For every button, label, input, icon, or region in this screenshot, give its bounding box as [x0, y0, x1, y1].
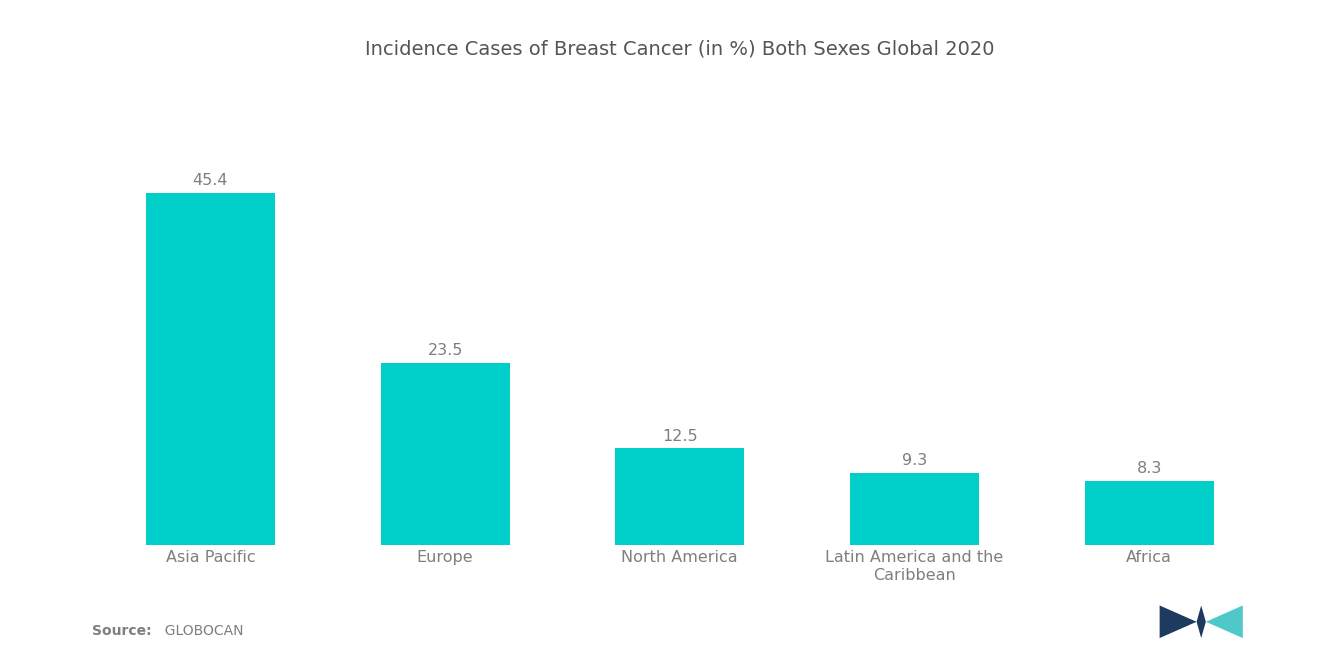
Bar — [615, 448, 744, 545]
Text: GLOBOCAN: GLOBOCAN — [156, 624, 243, 638]
Bar — [380, 363, 510, 545]
Text: Source:: Source: — [92, 624, 152, 638]
Text: 8.3: 8.3 — [1137, 462, 1162, 476]
Polygon shape — [1206, 605, 1243, 638]
Text: 45.4: 45.4 — [193, 174, 228, 188]
Text: 12.5: 12.5 — [663, 429, 697, 444]
Bar — [850, 473, 979, 545]
Text: 9.3: 9.3 — [902, 454, 927, 468]
Polygon shape — [1159, 605, 1196, 638]
Bar — [1085, 481, 1214, 545]
Title: Incidence Cases of Breast Cancer (in %) Both Sexes Global 2020: Incidence Cases of Breast Cancer (in %) … — [366, 40, 994, 59]
Bar — [145, 193, 275, 545]
Text: 23.5: 23.5 — [428, 343, 463, 358]
Polygon shape — [1196, 605, 1206, 638]
